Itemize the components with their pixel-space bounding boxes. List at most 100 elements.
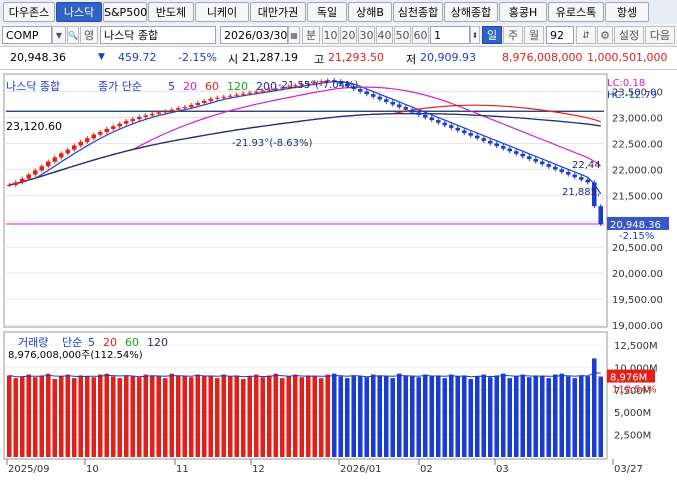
- tab-11[interactable]: 유로스톡: [548, 2, 604, 22]
- volume-bar: [58, 376, 64, 457]
- refresh-icon[interactable]: ⇵: [576, 26, 596, 44]
- volume-ma-period-20: 20: [103, 336, 117, 349]
- candle-body: [344, 83, 350, 87]
- tab-6[interactable]: 독일: [307, 2, 347, 22]
- price-tick-label: 19,000.00: [612, 321, 663, 332]
- tab-10[interactable]: 홍콩H: [499, 2, 547, 22]
- volume-bar: [455, 376, 461, 457]
- minute-button-10[interactable]: 10: [322, 26, 339, 44]
- tab-4[interactable]: 니케이: [195, 2, 249, 22]
- volume-bar: [201, 376, 207, 457]
- candle-body: [45, 161, 51, 167]
- candle-body: [500, 146, 506, 149]
- volume-bar: [435, 375, 441, 457]
- search-icon[interactable]: 🔍: [67, 26, 79, 44]
- high-price: 21,293.50: [328, 51, 384, 64]
- tab-7[interactable]: 상해B: [348, 2, 392, 22]
- candle-body: [526, 156, 532, 159]
- price-tick-label: 21,500.00: [612, 191, 663, 202]
- period-button-0[interactable]: 일: [482, 26, 502, 44]
- low-price: 20,909.93: [420, 51, 476, 64]
- volume-bar: [578, 375, 584, 457]
- candle-body: [52, 157, 58, 162]
- candle-body: [162, 111, 168, 113]
- volume-ma-period-60: 60: [125, 336, 139, 349]
- tab-3[interactable]: 반도체: [148, 2, 194, 22]
- period-button-2[interactable]: 월: [524, 26, 544, 44]
- minute-button-40[interactable]: 40: [376, 26, 393, 44]
- candle-body: [91, 134, 97, 139]
- candle-body: [552, 166, 558, 170]
- volume-bar: [422, 374, 428, 457]
- volume-bar: [39, 375, 45, 457]
- tab-1[interactable]: 나스닥: [56, 2, 102, 22]
- volume-bar: [461, 375, 467, 457]
- volume-bar: [253, 374, 259, 457]
- candle-body: [71, 145, 77, 150]
- candle-body: [234, 94, 240, 96]
- low-label: 저: [406, 53, 417, 66]
- price-ma-period-60: 60: [205, 80, 219, 93]
- tab-2[interactable]: S&P500: [103, 2, 147, 22]
- candle-body: [578, 177, 584, 180]
- candle-body: [318, 81, 324, 83]
- date-input[interactable]: 2026/03/30: [220, 26, 288, 44]
- tab-12[interactable]: 항셍: [605, 2, 649, 22]
- candle-body: [312, 82, 318, 84]
- candle-body: [364, 91, 370, 95]
- next-button[interactable]: 다음: [645, 26, 675, 44]
- tab-8[interactable]: 심천종합: [393, 2, 443, 22]
- tab-5[interactable]: 대만가권: [250, 2, 306, 22]
- volume-bar: [598, 376, 604, 457]
- code-dropdown-icon[interactable]: ▼: [52, 26, 66, 44]
- price-change-pct: -2.15%: [178, 51, 217, 64]
- candle-body: [84, 138, 90, 142]
- gear-icon[interactable]: ⚙: [597, 26, 613, 44]
- volume-ma-period-5: 5: [88, 336, 95, 349]
- price-tick-label: 22,500.00: [612, 139, 663, 150]
- volume-bar: [442, 378, 448, 457]
- tab-9[interactable]: 상해종합: [444, 2, 498, 22]
- chart-area[interactable]: 23,500.00 23,000.00 22,500.00 22,000.00 21,5…: [0, 70, 677, 481]
- minute-button-30[interactable]: 30: [358, 26, 375, 44]
- calendar-icon[interactable]: ▦: [288, 26, 300, 44]
- ma-line-200: [9, 112, 601, 186]
- volume-bar: [403, 375, 409, 457]
- price-volume-chart[interactable]: 23,500.00 23,000.00 22,500.00 22,000.00 21,5…: [0, 70, 677, 481]
- minute-button-20[interactable]: 20: [340, 26, 357, 44]
- candle-body: [6, 184, 12, 186]
- code-suffix-button[interactable]: 영: [80, 26, 98, 44]
- spinner-icon[interactable]: ⬍: [470, 26, 480, 44]
- candle-body: [416, 112, 422, 115]
- x-tick-label: 02: [420, 464, 433, 475]
- x-tick-label: 2026/01: [340, 464, 382, 475]
- chart-toolbar: COMP ▼ 🔍 영 나스닥 종합 2026/03/30 ▦ 분 10 20 30 4…: [0, 24, 677, 47]
- minute-button-50[interactable]: 50: [394, 26, 411, 44]
- candle-body: [448, 125, 454, 128]
- candle-body: [65, 149, 71, 154]
- volume-tick-label: 10,000M: [614, 363, 658, 374]
- tab-0[interactable]: 다우존스: [3, 2, 55, 22]
- volume-bar: [474, 376, 480, 457]
- bar-count-input[interactable]: 92: [546, 26, 574, 44]
- candle-body: [546, 164, 552, 167]
- candle-body: [156, 112, 162, 114]
- period-button-1[interactable]: 주: [503, 26, 523, 44]
- volume-bar: [279, 378, 285, 457]
- candle-body: [565, 171, 571, 175]
- volume-bar: [45, 373, 51, 457]
- candle-body: [559, 169, 565, 172]
- last-price-label: 20,948.36: [610, 220, 661, 231]
- count-spinner[interactable]: 1: [430, 26, 470, 44]
- candle-body: [429, 117, 435, 121]
- volume-bar: [78, 375, 84, 457]
- ma-line-5: [9, 80, 602, 195]
- settings-button[interactable]: 설정: [614, 26, 644, 44]
- minute-button-60[interactable]: 60: [412, 26, 429, 44]
- code-input[interactable]: COMP: [2, 26, 52, 44]
- x-tick-label: 11: [176, 464, 189, 475]
- x-tick-label: 03/27: [614, 464, 643, 475]
- volume-bar: [273, 373, 279, 457]
- candle-body: [32, 170, 38, 175]
- minute-unit-button[interactable]: 분: [302, 26, 320, 44]
